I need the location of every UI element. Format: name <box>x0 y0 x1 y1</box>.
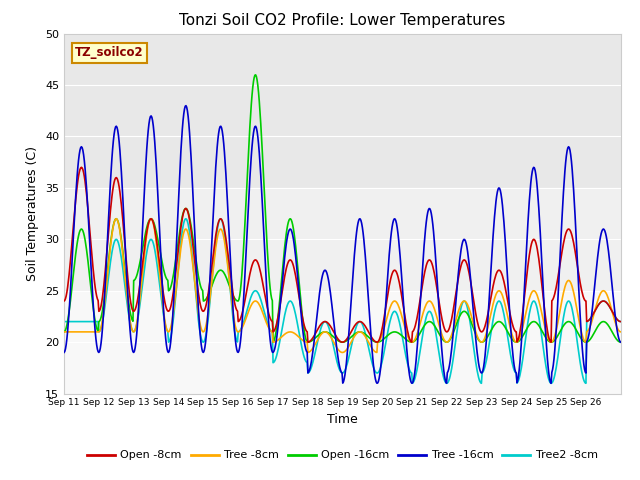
Bar <box>64 34 621 188</box>
Bar <box>64 291 621 394</box>
Y-axis label: Soil Temperatures (C): Soil Temperatures (C) <box>26 146 40 281</box>
Title: Tonzi Soil CO2 Profile: Lower Temperatures: Tonzi Soil CO2 Profile: Lower Temperatur… <box>179 13 506 28</box>
Legend: Open -8cm, Tree -8cm, Open -16cm, Tree -16cm, Tree2 -8cm: Open -8cm, Tree -8cm, Open -16cm, Tree -… <box>83 446 602 465</box>
X-axis label: Time: Time <box>327 413 358 426</box>
Text: TZ_soilco2: TZ_soilco2 <box>75 46 144 59</box>
Bar <box>64 188 621 291</box>
